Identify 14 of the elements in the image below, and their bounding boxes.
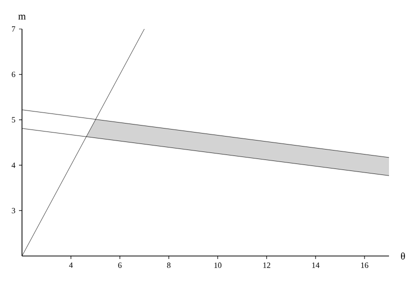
x-tick-label: 8 <box>167 262 170 268</box>
x-tick-label: 14 <box>312 262 320 268</box>
y-tick-label: 3 <box>12 208 16 214</box>
y-tick-label: 4 <box>12 162 16 168</box>
y-axis-title: m <box>18 14 26 20</box>
y-tick-label: 6 <box>12 72 16 78</box>
x-tick-label: 4 <box>69 262 73 268</box>
y-tick-label: 5 <box>12 117 16 122</box>
x-tick-label: 10 <box>214 262 222 268</box>
y-tick-label: 7 <box>12 26 16 32</box>
x-tick-label: 6 <box>118 262 122 268</box>
x-axis-title: θ <box>401 252 405 260</box>
x-tick-label: 12 <box>263 262 270 268</box>
x-tick-label: 16 <box>361 262 368 268</box>
